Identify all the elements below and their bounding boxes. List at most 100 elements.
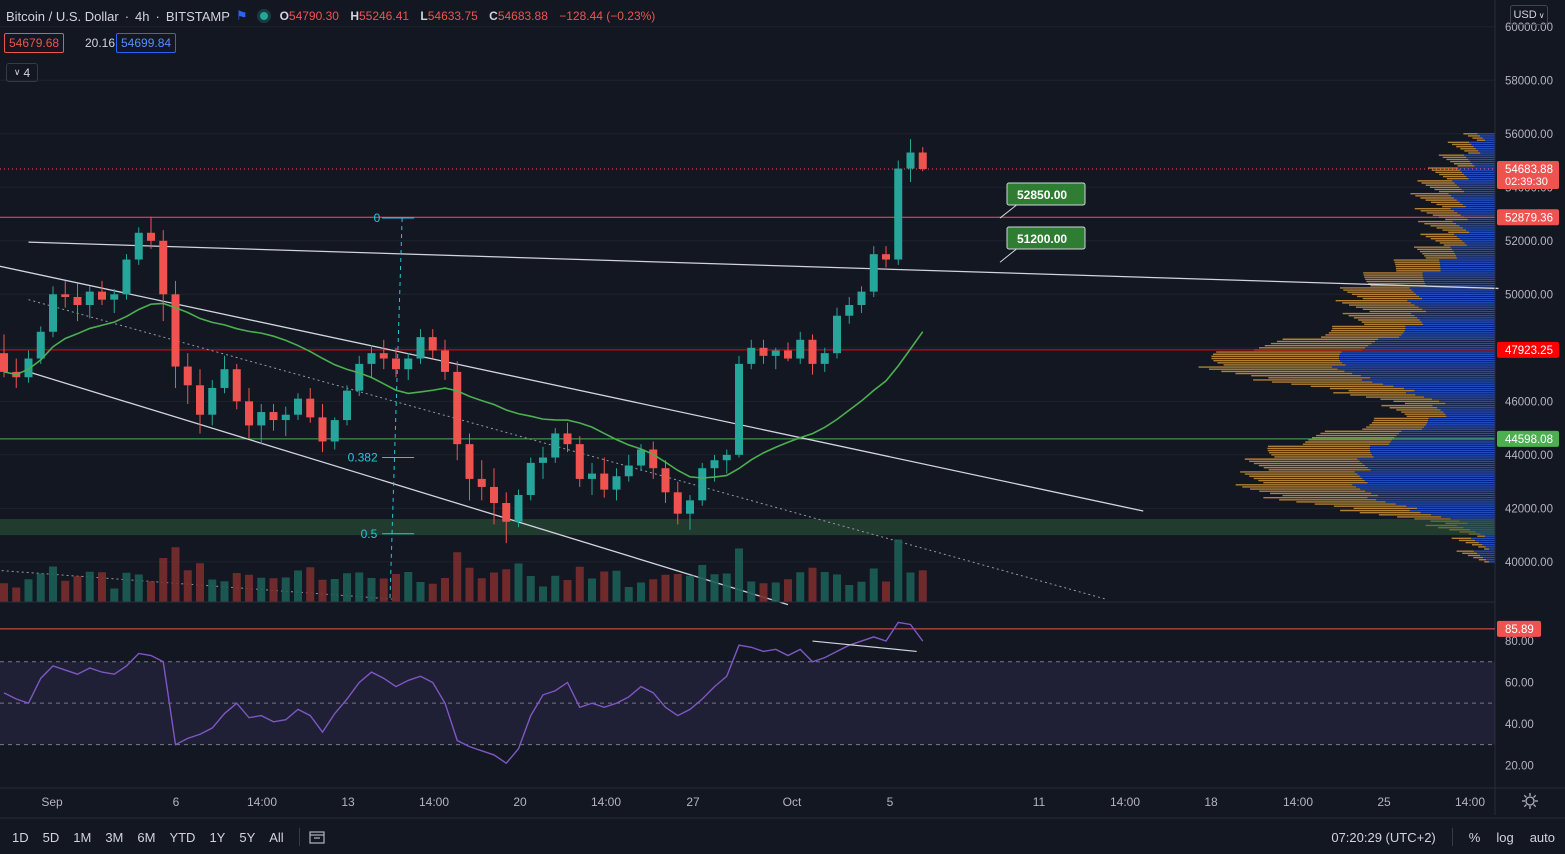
candle-body [220, 369, 229, 388]
buy-price-button[interactable]: 54699.84 [116, 33, 177, 53]
candle-body [869, 254, 878, 292]
volume-bar [122, 572, 131, 602]
candle-body [85, 291, 94, 306]
volume-bar [306, 567, 315, 602]
volume-bar [0, 583, 8, 602]
range-1y[interactable]: 1Y [209, 829, 226, 845]
rsi-badge-label: 85.89 [1505, 624, 1534, 636]
candle-body [624, 465, 633, 477]
volume-bar [722, 573, 731, 602]
volume-bar [171, 547, 180, 602]
auto-toggle[interactable]: auto [1529, 829, 1555, 845]
price-badge-label: 54683.88 [1505, 164, 1553, 176]
chevron-down-icon: ∨ [13, 67, 21, 77]
clock-time[interactable]: 07:20:29 (UTC+2) [1331, 829, 1436, 845]
candle-body [796, 339, 805, 359]
market-status-icon [259, 12, 268, 20]
percent-toggle[interactable]: % [1468, 829, 1481, 845]
volume-bar [61, 580, 70, 602]
calendar-icon[interactable] [308, 829, 326, 845]
candle-body [845, 305, 854, 316]
candle-body [600, 473, 609, 490]
candles [0, 139, 927, 544]
range-3m[interactable]: 3M [105, 829, 124, 845]
volume-bar [12, 587, 21, 602]
candle-body [122, 259, 131, 295]
volume-bar [232, 573, 241, 602]
close-value: 54683.88 [497, 9, 548, 23]
candle-body [61, 294, 70, 297]
volume-bar [49, 566, 57, 602]
channel-mid-line [28, 299, 1107, 600]
volume-bar [735, 548, 743, 602]
volume-bar [918, 570, 927, 602]
volume-bar [441, 578, 449, 602]
high-value: 55246.41 [358, 9, 410, 23]
symbol-header: Bitcoin / U.S. Dollar · 4h · BITSTAMP ⚑ … [6, 6, 659, 26]
volume-bar [539, 586, 547, 602]
volume-bar [134, 574, 143, 602]
candle-body [73, 296, 82, 306]
volume-bar [392, 574, 400, 602]
candle-body [159, 240, 168, 295]
log-toggle[interactable]: log [1496, 829, 1514, 845]
range-buttons: 1D 5D 1M 3M 6M YTD 1Y 5Y All [5, 830, 291, 845]
candle-body [453, 371, 462, 445]
volume-bar [453, 552, 462, 602]
indicator-count: 4 [23, 65, 31, 80]
candle-body [477, 478, 486, 487]
volume-bar [343, 573, 351, 602]
range-5d[interactable]: 5D [42, 829, 60, 845]
candle-body [808, 339, 817, 364]
candle-body [514, 494, 523, 522]
candle-body [355, 363, 364, 391]
volume-bar [575, 566, 584, 602]
candle-body [820, 353, 829, 364]
range-6m[interactable]: 6M [137, 829, 156, 845]
volume-profile [1198, 133, 1495, 563]
price-tick-label: 58000.00 [1505, 75, 1553, 87]
volume-bar [85, 571, 94, 602]
volume-bar [281, 577, 290, 602]
ohlc-values: O54790.30 H55246.41 L54633.75 C54683.88 … [279, 9, 656, 23]
rsi-tick-label: 20.00 [1505, 760, 1534, 772]
range-1d[interactable]: 1D [12, 829, 29, 845]
candle-body [502, 503, 511, 522]
gear-icon[interactable] [1521, 792, 1539, 810]
time-tick-label: 20 [513, 795, 527, 809]
candle-body [232, 369, 241, 402]
volume-bar [771, 582, 780, 602]
range-1m[interactable]: 1M [73, 829, 92, 845]
time-tick-label: 11 [1033, 795, 1046, 809]
trendline-long-resistance [28, 241, 1499, 290]
price-tick-label: 46000.00 [1505, 396, 1553, 408]
volume-bar [649, 579, 658, 602]
volume-bar [183, 570, 192, 602]
candle-body [710, 460, 719, 469]
time-tick-label: Sep [41, 795, 63, 809]
volume-bar [318, 579, 327, 602]
volume-bar [257, 577, 266, 602]
interval-label[interactable]: 4h [135, 8, 150, 24]
candle-body [330, 420, 339, 442]
range-ytd[interactable]: YTD [169, 829, 196, 845]
volume-bar [269, 578, 278, 602]
sell-price-button[interactable]: 54679.68 [4, 33, 65, 53]
volume-bar [563, 580, 572, 602]
range-5y[interactable]: 5Y [239, 829, 256, 845]
volume-bar [845, 585, 854, 602]
volume-bar [147, 581, 155, 602]
candle-body [575, 444, 584, 479]
volume-bar [98, 572, 106, 602]
currency-dropdown[interactable]: USD ∨ [1510, 5, 1548, 25]
indicators-toggle[interactable]: ∨ 4 [6, 63, 38, 82]
symbol-name[interactable]: Bitcoin / U.S. Dollar [6, 8, 119, 24]
candle-body [392, 358, 400, 370]
volume-bar [710, 574, 719, 602]
fib-label: 0 [374, 211, 381, 225]
candle-body [196, 385, 204, 415]
support-zone [0, 519, 1495, 536]
flag-icon[interactable]: ⚑ [235, 8, 248, 23]
range-all[interactable]: All [269, 829, 284, 845]
